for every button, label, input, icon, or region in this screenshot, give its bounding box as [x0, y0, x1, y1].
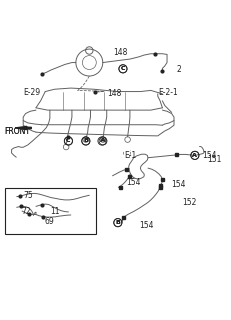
Bar [160, 178, 163, 181]
Text: C: C [120, 66, 125, 71]
Text: FRONT: FRONT [5, 126, 30, 135]
Text: 2: 2 [176, 65, 180, 74]
Text: 69: 69 [45, 217, 54, 226]
Text: A: A [99, 139, 104, 143]
Text: E-29: E-29 [23, 88, 40, 97]
Text: C: C [120, 66, 125, 71]
Bar [5, 188, 96, 234]
Text: E-2-1: E-2-1 [157, 88, 177, 97]
Text: 148: 148 [113, 48, 128, 57]
Text: 11: 11 [50, 207, 59, 216]
Text: 154: 154 [201, 151, 216, 160]
Polygon shape [15, 126, 31, 130]
Text: A: A [191, 153, 197, 158]
Text: FRONT: FRONT [4, 126, 30, 135]
Text: 154: 154 [171, 180, 185, 189]
Text: 72: 72 [21, 207, 31, 216]
Text: A: A [100, 139, 105, 143]
Bar [119, 186, 122, 189]
Bar [174, 153, 177, 156]
Text: B: B [83, 139, 88, 143]
Bar [128, 175, 131, 178]
Text: 152: 152 [181, 198, 196, 207]
Text: B: B [83, 139, 88, 143]
Bar [158, 184, 161, 187]
Bar [158, 186, 161, 189]
Text: 148: 148 [106, 89, 121, 98]
Text: B: B [115, 220, 120, 225]
Text: B: B [115, 220, 120, 225]
Text: E-1: E-1 [124, 151, 136, 160]
Text: 154: 154 [139, 221, 153, 230]
Text: 154: 154 [126, 178, 140, 187]
Text: C: C [66, 139, 70, 143]
Text: 151: 151 [207, 156, 221, 164]
Text: A: A [191, 153, 197, 158]
Text: C: C [66, 139, 70, 143]
Bar [125, 168, 128, 171]
Text: 75: 75 [23, 191, 33, 200]
Bar [122, 216, 125, 219]
